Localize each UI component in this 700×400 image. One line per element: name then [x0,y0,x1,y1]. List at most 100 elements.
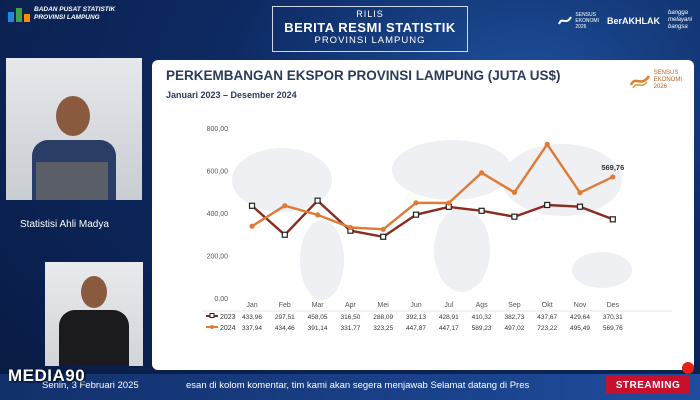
data-point-2024 [380,226,386,232]
rilis-subtitle: PROVINSI LAMPUNG [314,35,426,46]
data-label-2023: 382,73 [504,314,524,321]
data-label-2024: 331,77 [340,325,360,332]
series-line-2023 [251,199,614,238]
sensus-ekonomi-icon [558,15,573,24]
export-line-chart: 800,00 600,00 400,00 200,00 0,00 Jan Feb Mar Apr… [202,126,672,332]
y-tick-label: 800,00 [207,126,229,133]
data-point-2024 [315,212,321,218]
x-tick-label: Okt [542,302,553,309]
data-point-2023 [478,207,485,214]
speaker-caption: Statistisi Ahli Madya [20,219,109,230]
data-point-2024 [577,190,583,196]
org-name-line2: PROVINSI LAMPUNG [34,14,100,21]
data-label-2024: 569,76 [603,325,623,332]
x-tick-label: Ags [476,302,489,309]
data-point-2023 [281,231,288,238]
rilis-banner: RILIS BERITA RESMI STATISTIK PROVINSI LA… [272,6,468,52]
data-label-2024: 434,46 [275,325,295,332]
data-point-2024 [610,174,616,180]
sign-language-video [45,262,143,366]
data-label-2023: 433,96 [242,314,262,321]
data-point-2024 [249,223,255,229]
data-point-2024 [413,200,419,206]
x-tick-label: Sep [508,302,521,309]
data-label-2023: 370,31 [603,314,623,321]
data-label-2023: 429,64 [570,314,590,321]
laptop-icon [36,162,108,200]
user-icon[interactable] [682,346,694,358]
x-tick-label: Feb [279,302,291,309]
x-tick-label: Jan [246,302,257,309]
y-tick-label: 600,00 [207,169,229,176]
rilis-title: BERITA RESMI STATISTIK [284,20,456,35]
bps-mark-icon [8,6,30,22]
partner-logos: SENSUS EKONOMI 2026 BerAKHLAK bangga mel… [557,10,692,31]
x-tick-label: Nov [574,302,587,309]
data-label-2023: 316,50 [340,314,360,321]
legend-marker-2024 [210,325,214,329]
data-point-2023 [412,211,420,218]
chart-panel: 800,00 600,00 400,00 200,00 0,00 Jan Feb Mar Apr… [152,60,694,370]
data-point-2023 [380,233,387,240]
speaker-video [6,58,142,200]
data-label-2024: 447,17 [439,325,459,332]
chart-sensus-logo: SENSUS EKONOMI 2026 [629,70,682,91]
data-label-2023: 437,67 [537,314,557,321]
data-point-2023 [609,216,616,223]
data-point-2024 [479,170,485,176]
data-point-2023 [511,213,518,220]
org-name-line1: BADAN PUSAT STATISTIK [34,6,116,13]
y-tick-label: 400,00 [207,211,229,218]
bangga-melayani-logo: bangga melayani bangsa [667,10,692,30]
legend-label-2024: 2024 [220,325,236,332]
interpreter-head [81,276,107,308]
data-label-2023: 392,13 [406,314,426,321]
record-icon[interactable] [682,362,694,374]
data-annotation: 569,76 [601,163,624,172]
berakhlak-logo: BerAKHLAK [606,15,660,26]
lower-third-bar [0,374,700,400]
data-label-2024: 391,14 [308,325,328,332]
data-label-2023: 458,05 [308,314,328,321]
rilis-label: RILIS [356,9,384,19]
sensus-ekonomi-icon [629,74,650,88]
data-point-2023 [544,201,551,209]
data-label-2023: 297,51 [275,314,295,321]
legend-label-2023: 2023 [220,314,236,321]
data-point-2024 [347,224,353,231]
speaker-head [56,96,90,136]
data-label-2024: 589,23 [472,325,492,332]
y-tick-label: 0,00 [214,296,228,303]
series-line-2024 [251,143,614,231]
media-watermark: MEDIA90 [8,366,86,385]
data-label-2024: 497,02 [504,325,524,332]
bps-logo: BADAN PUSAT STATISTIK PROVINSI LAMPUNG [8,6,115,22]
data-label-2023: 410,32 [472,314,492,321]
data-point-2024 [446,200,452,206]
data-label-2024: 723,22 [537,325,557,332]
chart-subtitle: Januari 2023 – Desember 2024 [166,90,297,100]
news-ticker: esan di kolom komentar, tim kami akan se… [186,380,530,391]
data-point-2024 [282,203,288,209]
data-label-2024: 337,94 [242,325,262,332]
x-tick-label: Apr [345,302,357,309]
y-tick-label: 200,00 [207,254,229,261]
data-point-2023 [248,202,256,209]
x-tick-label: Mar [312,302,325,309]
x-tick-label: Jul [444,302,453,309]
data-label-2024: 495,49 [570,325,590,332]
x-tick-label: Jun [410,302,421,309]
x-tick-label: Mei [378,302,390,309]
legend-marker-2023 [209,313,215,318]
chart-title: PERKEMBANGAN EKSPOR PROVINSI LAMPUNG (JU… [166,68,561,83]
broadcast-date: Senin, 3 Februari 2025 [42,380,139,391]
interpreter-body [59,310,129,366]
data-label-2024: 447,87 [406,325,426,332]
data-point-2024 [511,189,517,195]
data-point-2023 [314,197,321,204]
data-label-2023: 288,09 [373,314,393,321]
world-map-background [232,140,632,300]
data-label-2023: 428,91 [439,314,459,321]
player-controls[interactable] [682,346,694,374]
data-point-2024 [544,141,550,147]
